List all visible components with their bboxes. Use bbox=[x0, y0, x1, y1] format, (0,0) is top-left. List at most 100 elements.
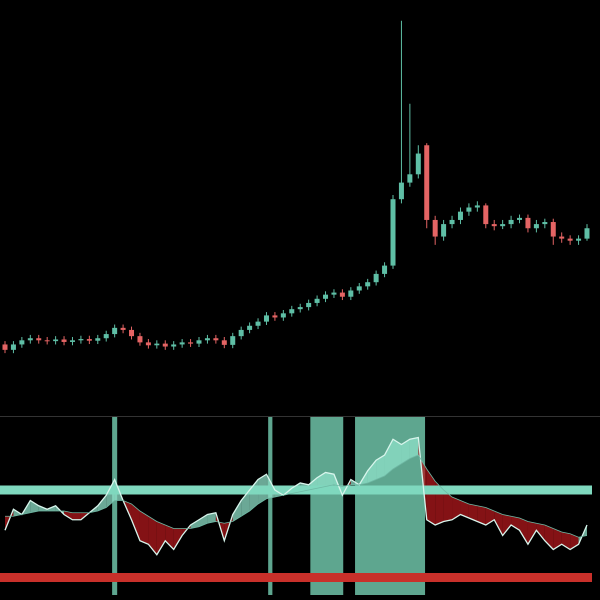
band-fill bbox=[553, 528, 562, 550]
candle-body bbox=[457, 211, 463, 220]
candle-body bbox=[230, 336, 236, 345]
candle-body bbox=[500, 224, 506, 227]
candle-body bbox=[10, 344, 16, 350]
candle-body bbox=[171, 344, 177, 347]
band-fill bbox=[443, 490, 453, 522]
band-fill bbox=[232, 500, 242, 522]
band-fill bbox=[426, 469, 436, 525]
band-fill bbox=[64, 511, 73, 520]
candle-body bbox=[542, 222, 548, 225]
candle-body bbox=[247, 325, 253, 330]
candle-body bbox=[348, 290, 354, 297]
band-fill bbox=[536, 523, 545, 541]
candle-body bbox=[213, 338, 219, 341]
candle-body bbox=[441, 224, 447, 237]
candle-body bbox=[129, 329, 135, 337]
candle-body bbox=[255, 321, 261, 326]
band-fill bbox=[468, 504, 478, 522]
band-fill bbox=[544, 525, 554, 550]
candle-body bbox=[78, 339, 84, 341]
band-fill bbox=[527, 521, 537, 545]
candle-body bbox=[145, 342, 151, 346]
candle-body bbox=[525, 217, 531, 229]
candle-body bbox=[407, 174, 413, 183]
candle-body bbox=[373, 273, 379, 283]
candle-body bbox=[584, 228, 590, 239]
highlight-region bbox=[112, 417, 118, 595]
band-fill bbox=[511, 516, 520, 531]
band-fill bbox=[452, 497, 461, 520]
band-fill bbox=[30, 500, 39, 513]
indicator-line bbox=[4, 436, 588, 556]
candle-body bbox=[44, 340, 50, 342]
band-fill bbox=[384, 439, 393, 476]
band-fill bbox=[131, 504, 140, 541]
band-fill bbox=[477, 505, 486, 525]
band-fill bbox=[199, 514, 208, 527]
band-fill bbox=[460, 500, 469, 518]
candle-body bbox=[390, 199, 396, 266]
candle-body bbox=[27, 338, 33, 341]
band-fill bbox=[393, 439, 402, 469]
candle-body bbox=[306, 302, 312, 308]
candle-body bbox=[449, 219, 455, 225]
candle-body bbox=[162, 343, 168, 347]
candle-body bbox=[323, 294, 329, 299]
candle-body bbox=[382, 265, 388, 274]
band-fill bbox=[207, 512, 216, 524]
candle-body bbox=[137, 336, 143, 343]
band-fill bbox=[173, 528, 183, 550]
band-fill bbox=[190, 519, 199, 529]
candle-body bbox=[154, 343, 160, 346]
candle-body bbox=[69, 340, 75, 342]
candle-body bbox=[432, 219, 438, 237]
candle-body bbox=[356, 286, 362, 291]
candle-body bbox=[339, 292, 345, 297]
band-fill bbox=[72, 512, 81, 520]
highlight-region bbox=[268, 417, 273, 595]
candle-body bbox=[559, 236, 565, 239]
candle-body bbox=[533, 224, 539, 229]
highlight-region bbox=[310, 417, 344, 595]
candle-body bbox=[221, 340, 227, 345]
candle-body bbox=[36, 338, 42, 341]
band-fill bbox=[165, 525, 174, 550]
candle-body bbox=[238, 329, 244, 337]
candle-body bbox=[103, 334, 109, 339]
candle-body bbox=[297, 307, 303, 310]
band-fill bbox=[502, 514, 512, 536]
candle-body bbox=[365, 282, 371, 287]
candle-body bbox=[491, 224, 497, 227]
candle-body bbox=[2, 344, 8, 350]
candle-body bbox=[95, 338, 101, 341]
band-fill bbox=[409, 437, 419, 459]
candle-body bbox=[466, 207, 472, 212]
candle-body bbox=[86, 339, 92, 341]
band-fill bbox=[148, 516, 157, 555]
candle-body bbox=[112, 327, 118, 335]
band-fill bbox=[494, 511, 503, 536]
candle-body bbox=[120, 327, 126, 330]
band-fill bbox=[376, 455, 385, 480]
candle-body bbox=[398, 182, 404, 200]
candle-body bbox=[550, 222, 556, 237]
candle-body bbox=[517, 217, 523, 220]
candle-body bbox=[272, 315, 278, 318]
candle-body bbox=[204, 338, 210, 341]
candle-body bbox=[508, 219, 514, 225]
indicator-line bbox=[5, 454, 588, 538]
band-fill bbox=[139, 511, 149, 545]
candle-body bbox=[289, 309, 295, 314]
candle-body bbox=[61, 339, 67, 342]
candle-body bbox=[474, 205, 480, 208]
candle-body bbox=[567, 238, 573, 241]
candle-body bbox=[280, 313, 286, 318]
candle-body bbox=[331, 292, 337, 295]
band-fill bbox=[367, 460, 377, 483]
candle-body bbox=[19, 340, 25, 345]
candle-body bbox=[314, 298, 320, 303]
candle-body bbox=[483, 205, 489, 225]
